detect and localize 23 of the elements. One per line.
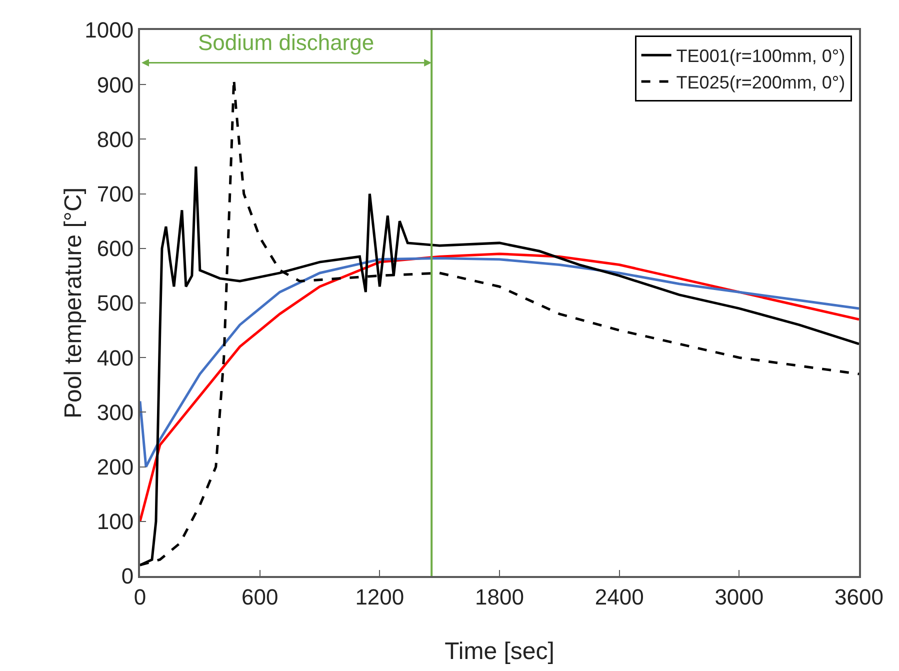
y-tick-label: 300 xyxy=(96,400,134,425)
x-tick-label: 600 xyxy=(241,584,278,610)
y-tick-label: 800 xyxy=(96,126,134,152)
y-tick-label: 100 xyxy=(96,509,134,534)
legend-label: TE025(r=200mm, 0°) xyxy=(676,72,846,93)
y-tick-label: 600 xyxy=(96,236,134,262)
x-tick-label: 1800 xyxy=(475,584,524,610)
ref-line-label: Sodium discharge xyxy=(198,30,374,55)
x-tick-label: 1200 xyxy=(355,584,404,610)
x-axis-title: Time [sec] xyxy=(444,638,554,665)
y-axis-title: Pool temperature [°C] xyxy=(60,187,87,419)
x-tick-label: 3600 xyxy=(834,584,884,610)
line-series xyxy=(140,256,859,468)
y-tick-label: 1000 xyxy=(84,18,134,43)
y-tick-label: 500 xyxy=(96,290,134,316)
x-tick-label: 2400 xyxy=(594,584,644,610)
y-tick-label: 0 xyxy=(121,564,134,589)
y-tick-label: 900 xyxy=(96,72,134,98)
x-tick-label: 3000 xyxy=(714,584,764,610)
y-tick-label: 400 xyxy=(96,345,134,370)
legend-label: TE001(r=100mm, 0°) xyxy=(676,46,846,66)
y-tick-label: 200 xyxy=(96,454,134,480)
y-tick-label: 700 xyxy=(96,182,134,206)
